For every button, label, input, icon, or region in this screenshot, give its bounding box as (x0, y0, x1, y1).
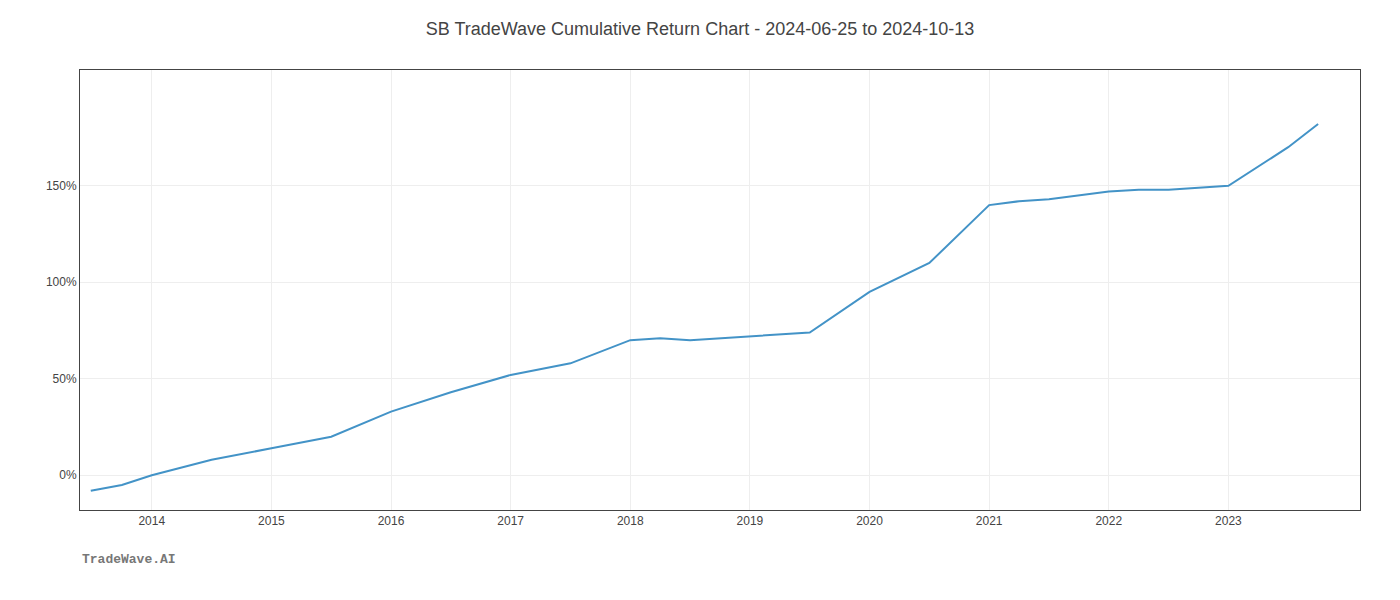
svg-text:2019: 2019 (737, 514, 764, 528)
svg-text:100%: 100% (46, 275, 77, 289)
svg-text:2022: 2022 (1095, 514, 1122, 528)
svg-text:2017: 2017 (497, 514, 524, 528)
svg-text:2020: 2020 (856, 514, 883, 528)
svg-text:2023: 2023 (1215, 514, 1242, 528)
svg-text:TradeWave.AI: TradeWave.AI (82, 552, 176, 567)
svg-text:2016: 2016 (378, 514, 405, 528)
svg-text:150%: 150% (46, 179, 77, 193)
svg-text:2014: 2014 (138, 514, 165, 528)
svg-text:SB TradeWave Cumulative Return: SB TradeWave Cumulative Return Chart - 2… (426, 19, 975, 39)
svg-text:2021: 2021 (976, 514, 1003, 528)
svg-text:2018: 2018 (617, 514, 644, 528)
svg-text:0%: 0% (59, 468, 77, 482)
svg-text:2015: 2015 (258, 514, 285, 528)
svg-text:50%: 50% (53, 372, 77, 386)
